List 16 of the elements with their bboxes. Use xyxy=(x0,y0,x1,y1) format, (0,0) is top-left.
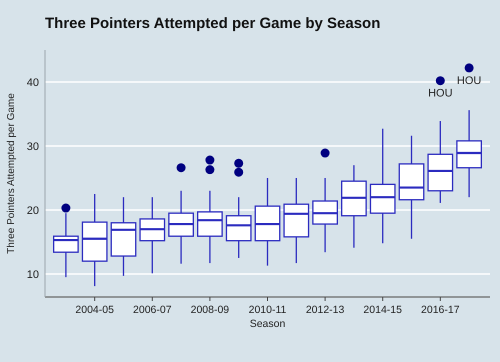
x-tick-label: 2010-11 xyxy=(248,304,287,316)
x-tick-label: 2014-15 xyxy=(363,304,402,316)
x-tick-label: 2006-07 xyxy=(133,304,172,316)
x-tick-label: 2004-05 xyxy=(75,304,114,316)
x-tick-label: 2008-09 xyxy=(190,304,230,316)
x-tick-label: 2012-13 xyxy=(306,304,345,316)
chart-title: Three Pointers Attempted per Game by Season xyxy=(45,15,380,32)
y-tick-label: 10 xyxy=(26,268,39,281)
x-axis-title: Season xyxy=(250,318,286,330)
y-axis-title: Three Pointers Attempted per Game xyxy=(6,92,17,254)
y-tick-label: 30 xyxy=(26,140,39,153)
x-tick-label: 2016-17 xyxy=(421,304,460,316)
y-tick-label: 40 xyxy=(26,76,39,89)
annotation: HOU xyxy=(456,74,482,87)
annotation: HOU xyxy=(428,88,453,100)
y-tick-label: 20 xyxy=(26,204,39,217)
